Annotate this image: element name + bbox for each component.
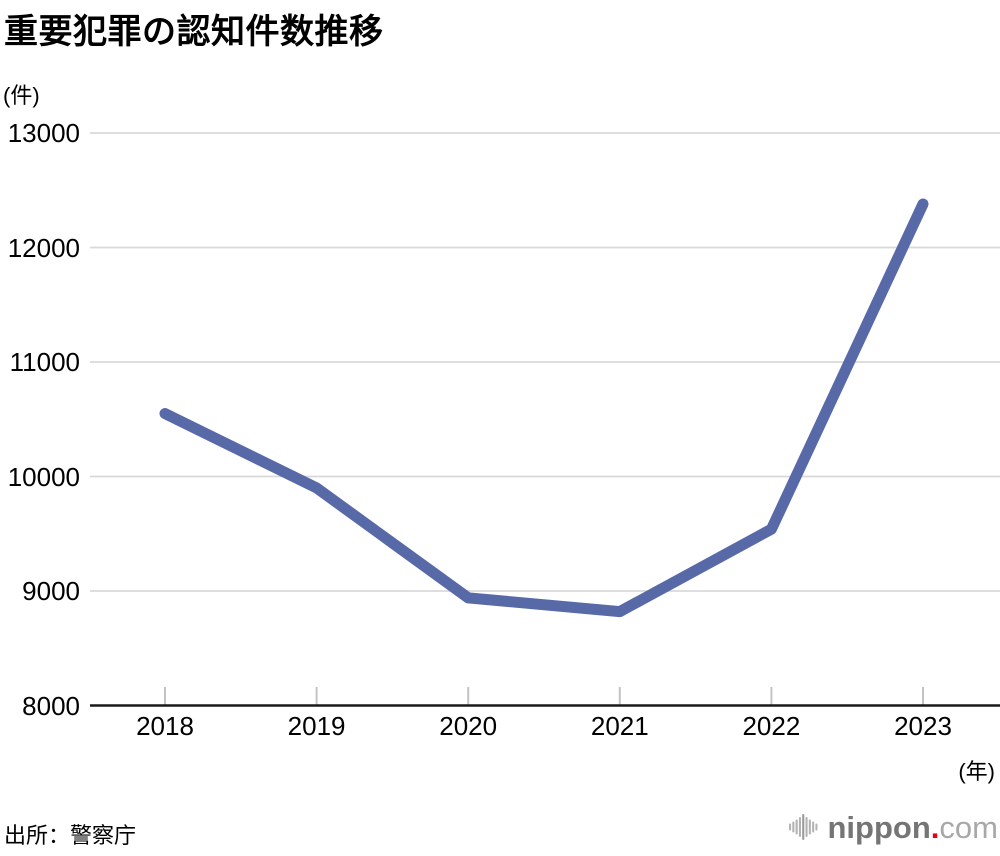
x-axis-unit-label: (年) (958, 759, 995, 784)
y-axis-unit-label: (件) (3, 83, 40, 108)
y-axis-label: 10000 (7, 461, 80, 492)
soundwave-bars-icon (788, 814, 817, 840)
soundwave-bar (788, 823, 791, 831)
y-axis-label: 11000 (9, 347, 80, 377)
logo-name: nippon (827, 809, 931, 845)
nippon-logo: nippon.com (788, 804, 999, 850)
y-axis-label: 8000 (22, 690, 80, 721)
soundwave-bar (795, 819, 798, 835)
soundwave-bar (811, 821, 814, 833)
logo-dot: . (930, 809, 940, 845)
x-axis-label: 2021 (590, 711, 649, 741)
logo-tld: com (939, 809, 998, 845)
y-axis-label: 12000 (7, 232, 80, 263)
soundwave-bar (808, 819, 811, 835)
chart-title: 重要犯罪の認知件数推移 (4, 13, 384, 51)
x-axis-label: 2020 (439, 711, 498, 741)
soundwave-bar (791, 821, 794, 833)
data-line (159, 198, 929, 618)
soundwave-bar (801, 814, 804, 840)
source-note: 出所：警察庁 (4, 823, 137, 848)
x-axis-label: 2022 (742, 711, 801, 741)
soundwave-bar (798, 817, 801, 837)
soundwave-bar (814, 823, 817, 831)
x-axis-label: 2019 (287, 711, 346, 741)
x-axis-label: 2023 (894, 711, 952, 741)
x-axis-label: 2018 (136, 711, 194, 741)
soundwave-bar (805, 817, 808, 837)
logo-wordmark: nippon.com (828, 812, 999, 843)
y-axis-label: 9000 (22, 576, 80, 606)
y-axis-label: 13000 (7, 118, 80, 148)
